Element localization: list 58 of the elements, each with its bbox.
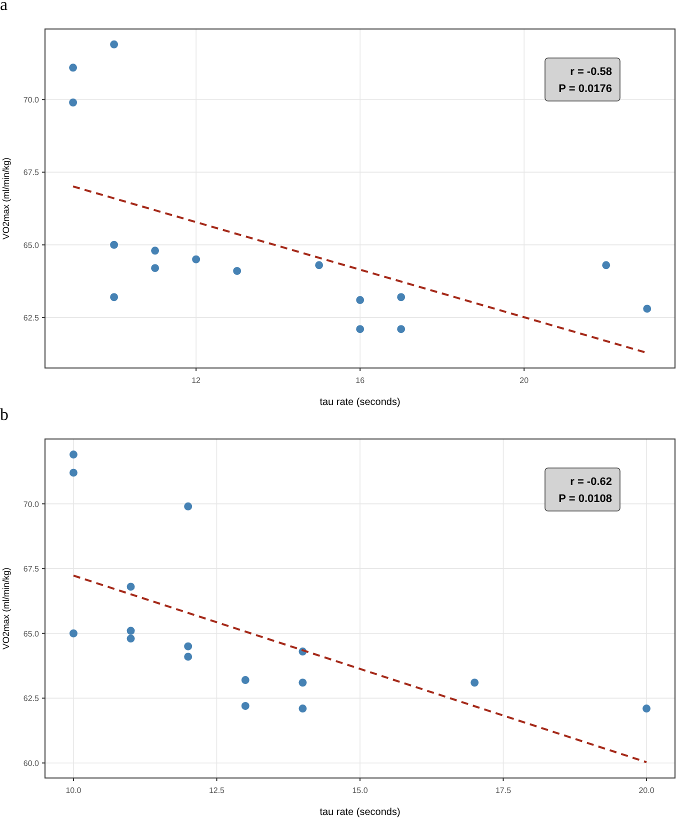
x-tick-label: 17.5 <box>495 786 512 795</box>
y-tick-label: 62.5 <box>23 313 40 322</box>
point <box>184 502 192 510</box>
point <box>184 642 192 650</box>
point <box>397 293 406 302</box>
x-tick-label: 10.0 <box>66 786 82 795</box>
point <box>602 261 610 270</box>
x-axis-title: tau rate (seconds) <box>320 397 400 408</box>
point <box>642 704 651 713</box>
y-tick-label: 67.5 <box>23 168 40 178</box>
point <box>110 240 118 249</box>
point <box>126 634 135 643</box>
point <box>356 325 364 334</box>
y-tick-label: 65.0 <box>23 240 40 250</box>
point <box>315 261 324 270</box>
x-tick-label: 16 <box>356 376 366 385</box>
chart-title: a <box>0 0 8 14</box>
annotation: r = -0.62 <box>570 476 612 488</box>
y-tick-label: 60.0 <box>23 758 40 768</box>
y-axis-title: VO2max (ml/min/kg) <box>1 157 11 240</box>
annotation: r = -0.58 <box>570 66 612 78</box>
chart-title: b <box>0 405 8 424</box>
annotation: P = 0.0176 <box>558 83 612 95</box>
point <box>643 304 652 313</box>
point <box>69 468 78 477</box>
point <box>233 266 242 275</box>
point <box>151 246 160 255</box>
point <box>69 64 78 72</box>
point <box>126 626 135 635</box>
y-tick-label: 62.5 <box>23 694 40 704</box>
x-tick-label: 20.0 <box>638 786 655 795</box>
point <box>298 704 307 713</box>
annotation: P = 0.0108 <box>558 493 612 505</box>
y-axis-title: VO2max (ml/min/kg) <box>1 567 11 650</box>
y-tick-label: 70.0 <box>23 96 40 105</box>
point <box>151 264 160 272</box>
x-tick-label: 15.0 <box>352 786 368 795</box>
y-tick-label: 65.0 <box>23 629 40 638</box>
x-tick-label: 12.5 <box>208 786 226 795</box>
point <box>126 582 135 591</box>
point <box>298 678 307 687</box>
point <box>192 255 200 264</box>
y-tick-label: 70.0 <box>23 500 40 509</box>
y-tick-label: 67.5 <box>23 564 40 574</box>
point <box>241 676 250 684</box>
point <box>356 296 364 304</box>
point <box>110 293 118 302</box>
point <box>241 702 250 710</box>
point <box>110 40 118 48</box>
x-tick-label: 12 <box>192 376 202 385</box>
point <box>184 652 192 661</box>
point <box>69 629 78 638</box>
point <box>69 98 78 106</box>
x-axis-title: tau rate (seconds) <box>320 807 400 818</box>
x-tick-label: 20 <box>520 376 530 385</box>
point <box>69 450 78 459</box>
point <box>470 678 479 687</box>
point <box>397 325 406 334</box>
